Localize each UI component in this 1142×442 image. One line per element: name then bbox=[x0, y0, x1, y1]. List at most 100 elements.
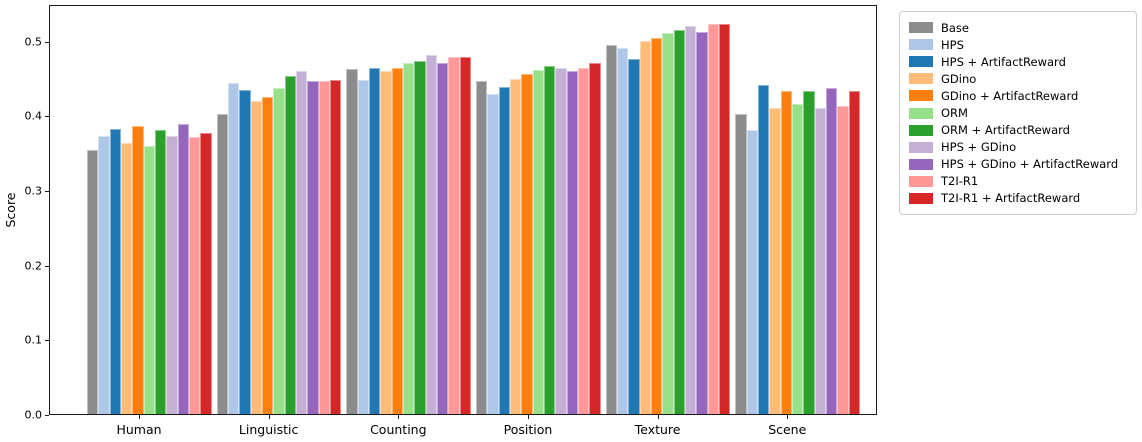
plot-area bbox=[49, 5, 877, 415]
bar bbox=[780, 90, 792, 414]
bar bbox=[555, 67, 567, 414]
x-tick-label: Position bbox=[503, 422, 553, 437]
bar bbox=[459, 57, 471, 414]
bar bbox=[543, 66, 556, 414]
bar bbox=[177, 124, 189, 414]
legend-label: ORM + ArtifactReward bbox=[941, 123, 1070, 138]
bar bbox=[825, 88, 838, 414]
legend-item: ORM + ArtifactReward bbox=[909, 122, 1127, 139]
y-tick-mark bbox=[45, 340, 49, 342]
bar bbox=[318, 81, 330, 414]
y-tick-label: 0.2 bbox=[24, 259, 43, 273]
bar bbox=[216, 113, 228, 414]
bar bbox=[509, 78, 522, 414]
x-tick-label: Texture bbox=[634, 422, 681, 437]
x-tick-label: Counting bbox=[370, 422, 427, 437]
bar bbox=[662, 32, 674, 414]
legend-label: T2I-R1 + ArtifactReward bbox=[941, 191, 1081, 206]
x-tick-label: Scene bbox=[768, 422, 807, 437]
bar bbox=[357, 79, 369, 414]
bar bbox=[566, 71, 578, 414]
bar bbox=[436, 63, 449, 414]
x-tick-mark bbox=[787, 415, 789, 419]
legend-item: HPS + ArtifactReward bbox=[909, 53, 1127, 70]
bar bbox=[120, 142, 133, 414]
legend-swatch bbox=[909, 141, 933, 153]
legend-item: GDino + ArtifactReward bbox=[909, 87, 1127, 104]
y-axis-label: Score bbox=[3, 192, 18, 228]
bar bbox=[696, 31, 708, 414]
bar bbox=[589, 63, 601, 414]
bar bbox=[109, 128, 121, 414]
bar bbox=[380, 71, 392, 414]
legend-item: GDino bbox=[909, 70, 1127, 87]
bar bbox=[475, 81, 488, 414]
legend-swatch bbox=[909, 158, 933, 170]
legend-item: HPS + GDino + ArtifactReward bbox=[909, 156, 1127, 173]
legend-swatch bbox=[909, 56, 933, 68]
x-tick-mark bbox=[657, 415, 659, 419]
y-tick-label: 0.0 bbox=[24, 408, 43, 422]
bar bbox=[188, 137, 201, 414]
legend-label: HPS + ArtifactReward bbox=[941, 54, 1066, 69]
legend-item: ORM bbox=[909, 104, 1127, 121]
bar bbox=[487, 93, 499, 414]
bar bbox=[87, 150, 99, 414]
bar bbox=[391, 68, 403, 414]
bar bbox=[769, 107, 781, 414]
bar bbox=[684, 25, 697, 414]
legend-label: T2I-R1 bbox=[941, 174, 979, 189]
bar bbox=[329, 79, 342, 414]
bar bbox=[532, 69, 544, 414]
bar bbox=[605, 45, 617, 414]
bar bbox=[746, 129, 758, 414]
bar bbox=[200, 133, 212, 414]
bar bbox=[154, 129, 167, 414]
x-tick-mark bbox=[268, 415, 270, 419]
bar bbox=[650, 38, 663, 414]
bar bbox=[628, 58, 640, 414]
legend-label: GDino + ArtifactReward bbox=[941, 88, 1079, 103]
legend-swatch bbox=[909, 39, 933, 51]
bar bbox=[143, 145, 155, 414]
bar bbox=[707, 24, 719, 414]
bar bbox=[498, 87, 510, 414]
bar bbox=[132, 125, 144, 414]
y-tick-label: 0.1 bbox=[24, 333, 43, 347]
x-tick-mark bbox=[527, 415, 529, 419]
bar bbox=[402, 63, 415, 414]
bar bbox=[227, 83, 240, 414]
legend-item: Base bbox=[909, 19, 1127, 36]
bar bbox=[616, 48, 629, 414]
bar bbox=[673, 30, 685, 414]
bar bbox=[166, 136, 178, 414]
legend-label: Base bbox=[941, 20, 970, 35]
bar bbox=[814, 107, 826, 414]
legend-label: ORM bbox=[941, 106, 968, 121]
bar bbox=[307, 81, 319, 414]
legend: Base HPS HPS + ArtifactReward GDino GDino + … bbox=[899, 11, 1137, 216]
bar bbox=[239, 89, 251, 414]
legend-label: GDino bbox=[941, 71, 977, 86]
legend-swatch bbox=[909, 73, 933, 85]
bar bbox=[639, 40, 651, 414]
bar bbox=[273, 87, 285, 414]
bar bbox=[414, 60, 426, 414]
legend-swatch bbox=[909, 175, 933, 187]
y-tick-label: 0.4 bbox=[24, 109, 43, 123]
legend-swatch bbox=[909, 124, 933, 136]
legend-swatch bbox=[909, 107, 933, 119]
legend-label: HPS bbox=[941, 37, 964, 52]
bar bbox=[803, 91, 815, 414]
bar bbox=[346, 69, 358, 414]
bar bbox=[425, 54, 437, 414]
bar bbox=[98, 135, 110, 414]
bar bbox=[735, 113, 747, 414]
legend-swatch bbox=[909, 90, 933, 102]
x-tick-label: Human bbox=[116, 422, 162, 437]
x-tick-label: Linguistic bbox=[238, 422, 299, 437]
legend-label: HPS + GDino + ArtifactReward bbox=[941, 157, 1119, 172]
bar bbox=[521, 74, 533, 414]
bar bbox=[848, 91, 860, 414]
